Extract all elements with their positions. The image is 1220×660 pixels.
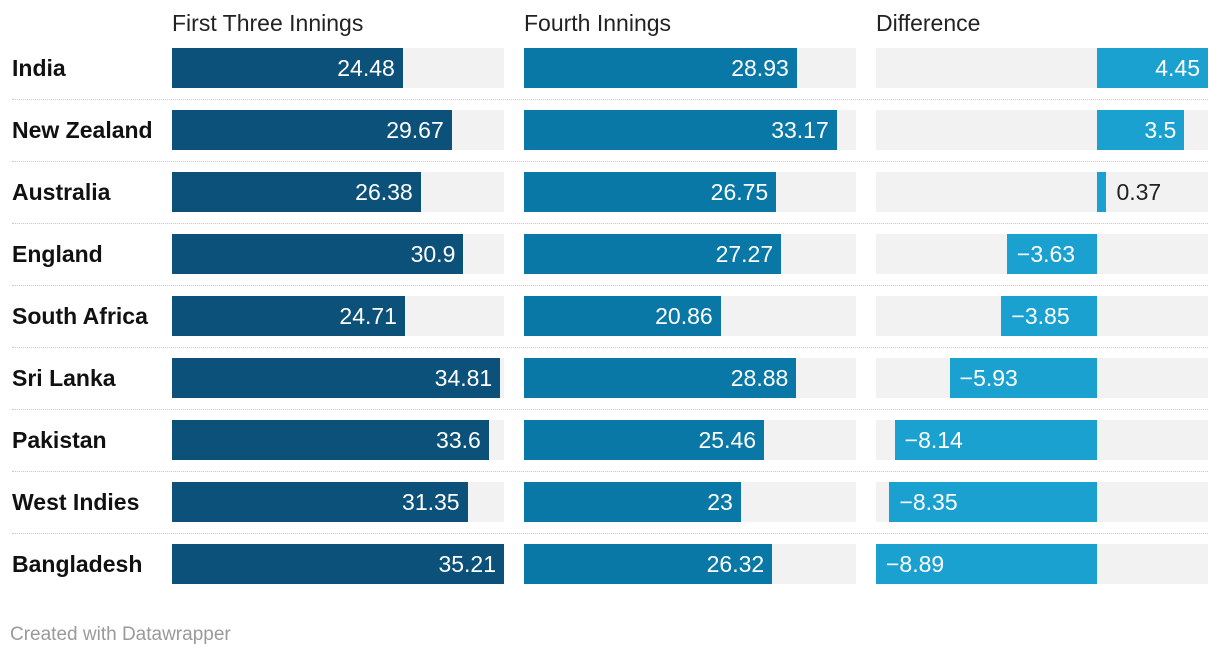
value-label-difference-england: −3.63 xyxy=(1016,241,1076,267)
value-label-difference-sri-lanka: −5.93 xyxy=(959,365,1018,391)
value-label-first-three-innings-west-indies: 31.35 xyxy=(402,489,460,515)
column-header-difference: Difference xyxy=(876,10,981,36)
row-label-sri-lanka: Sri Lanka xyxy=(12,365,116,391)
bar-difference-england xyxy=(1006,234,1098,274)
value-label-first-three-innings-south-africa: 24.71 xyxy=(339,303,397,329)
footer-credit: Created with Datawrapper xyxy=(10,624,231,645)
bar-first-three-innings-south-africa xyxy=(172,296,405,336)
bar-difference-west-indies xyxy=(889,482,1098,522)
bar-difference-india xyxy=(1097,48,1208,88)
bar-first-three-innings-west-indies xyxy=(172,482,468,522)
bar-fourth-innings-pakistan xyxy=(524,420,765,460)
bar-first-three-innings-sri-lanka xyxy=(172,358,501,398)
row-label-pakistan: Pakistan xyxy=(12,427,107,453)
value-label-first-three-innings-england: 30.9 xyxy=(410,241,456,267)
value-label-first-three-innings-india: 24.48 xyxy=(337,55,395,81)
value-label-fourth-innings-india: 28.93 xyxy=(731,55,789,81)
bar-fourth-innings-new-zealand xyxy=(524,110,837,150)
bar-fourth-innings-sri-lanka xyxy=(524,358,797,398)
bar-track xyxy=(876,172,1208,212)
bar-fourth-innings-india xyxy=(524,48,797,88)
row-label-west-indies: West Indies xyxy=(12,489,140,515)
row-label-australia: Australia xyxy=(12,179,111,205)
value-label-fourth-innings-sri-lanka: 28.88 xyxy=(730,365,789,391)
bar-difference-australia xyxy=(1097,172,1107,212)
row-label-south-africa: South Africa xyxy=(12,303,148,329)
bar-difference-bangladesh xyxy=(876,544,1098,584)
value-label-fourth-innings-west-indies: 23 xyxy=(707,489,733,515)
bar-difference-pakistan xyxy=(894,420,1098,460)
value-label-difference-new-zealand: 3.5 xyxy=(1144,117,1177,143)
value-label-first-three-innings-new-zealand: 29.67 xyxy=(386,117,444,143)
bar-difference-south-africa xyxy=(1001,296,1098,336)
bar-fourth-innings-west-indies xyxy=(524,482,741,522)
row-label-new-zealand: New Zealand xyxy=(12,117,153,143)
row-divider xyxy=(12,347,1208,348)
value-label-fourth-innings-bangladesh: 26.32 xyxy=(706,551,765,577)
bar-first-three-innings-india xyxy=(172,48,403,88)
row-divider xyxy=(12,409,1208,410)
value-label-difference-india: 4.45 xyxy=(1155,55,1200,81)
bar-fourth-innings-south-africa xyxy=(524,296,721,336)
row-divider xyxy=(12,223,1208,224)
bar-first-three-innings-new-zealand xyxy=(172,110,452,150)
value-label-fourth-innings-south-africa: 20.86 xyxy=(655,303,713,329)
value-label-fourth-innings-new-zealand: 33.17 xyxy=(771,117,829,143)
row-label-india: India xyxy=(12,55,66,81)
bar-first-three-innings-australia xyxy=(172,172,421,212)
bar-fourth-innings-england xyxy=(524,234,782,274)
difference-bar-chart: First Three Innings Fourth Innings Differe… xyxy=(12,10,1208,584)
value-label-difference-bangladesh: −8.89 xyxy=(886,551,945,577)
value-label-first-three-innings-pakistan: 33.6 xyxy=(436,427,481,453)
row-divider xyxy=(12,285,1208,286)
row-label-bangladesh: Bangladesh xyxy=(12,551,143,577)
value-label-first-three-innings-australia: 26.38 xyxy=(355,179,413,205)
bar-difference-new-zealand xyxy=(1097,110,1185,150)
value-label-fourth-innings-england: 27.27 xyxy=(715,241,774,267)
column-header-fourth-innings: Fourth Innings xyxy=(524,10,672,36)
row-divider xyxy=(12,99,1208,100)
value-label-fourth-innings-australia: 26.75 xyxy=(710,179,769,205)
bar-fourth-innings-bangladesh xyxy=(524,544,773,584)
value-label-fourth-innings-pakistan: 25.46 xyxy=(698,427,757,453)
bar-first-three-innings-pakistan xyxy=(172,420,489,460)
value-label-difference-australia: 0.37 xyxy=(1116,179,1162,205)
value-label-difference-west-indies: −8.35 xyxy=(899,489,958,515)
value-label-first-three-innings-bangladesh: 35.21 xyxy=(438,551,496,577)
value-label-difference-pakistan: −8.14 xyxy=(904,427,963,453)
value-label-first-three-innings-sri-lanka: 34.81 xyxy=(434,365,493,391)
row-divider xyxy=(12,471,1208,472)
bar-fourth-innings-australia xyxy=(524,172,777,212)
value-label-difference-south-africa: −3.85 xyxy=(1011,303,1070,329)
bar-first-three-innings-bangladesh xyxy=(172,544,504,584)
row-divider xyxy=(12,533,1208,534)
bar-difference-sri-lanka xyxy=(949,358,1098,398)
row-label-england: England xyxy=(12,241,103,267)
row-divider xyxy=(12,161,1208,162)
column-header-first-three-innings: First Three Innings xyxy=(172,10,364,36)
bar-first-three-innings-england xyxy=(172,234,464,274)
